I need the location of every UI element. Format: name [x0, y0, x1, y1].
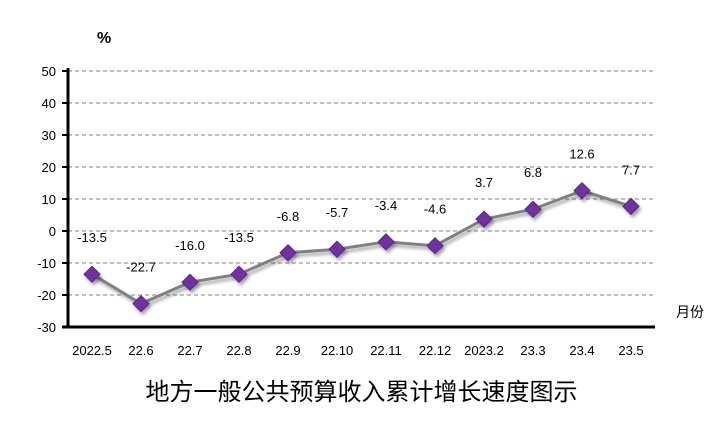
data-point	[573, 181, 591, 200]
data-point	[475, 210, 493, 228]
y-tick-label: 50	[42, 64, 56, 79]
x-tick-label: 23.3	[520, 343, 545, 358]
data-point	[524, 200, 542, 218]
x-tick-label: 22.9	[275, 343, 300, 358]
x-tick-label: 22.7	[177, 343, 202, 358]
data-label: -4.6	[424, 202, 446, 217]
y-tick-label: 0	[49, 224, 56, 239]
x-tick-label: 23.5	[618, 343, 643, 358]
data-label: 12.6	[569, 147, 594, 162]
data-point	[328, 240, 346, 258]
data-point	[279, 244, 297, 262]
x-tick-label: 23.4	[569, 343, 594, 358]
y-tick-label: -20	[37, 288, 56, 303]
y-tick-label: 20	[42, 160, 56, 175]
data-label: -6.8	[277, 209, 299, 224]
x-tick-label: 22.8	[226, 343, 251, 358]
y-axis-unit: %	[97, 30, 112, 47]
y-tick-label: -30	[37, 320, 56, 335]
x-tick-label: 2023.2	[464, 343, 504, 358]
data-point	[132, 294, 150, 313]
chart-title: 地方一般公共预算收入累计增长速度图示	[145, 378, 578, 406]
x-tick-label: 22.10	[321, 343, 354, 358]
data-label: 6.8	[524, 165, 542, 180]
y-tick-label: 10	[42, 192, 56, 207]
data-label: -3.4	[375, 198, 397, 213]
data-point	[181, 273, 199, 291]
data-label: -13.5	[224, 230, 254, 245]
x-tick-label: 22.6	[128, 343, 153, 358]
data-label: -16.0	[175, 238, 205, 253]
data-label: 3.7	[475, 175, 493, 190]
series-line	[91, 189, 632, 306]
x-tick-label: 22.12	[419, 343, 452, 358]
data-label: -22.7	[126, 260, 156, 275]
data-point	[377, 233, 395, 251]
y-tick-label: 40	[42, 96, 56, 111]
data-point	[622, 197, 640, 216]
x-tick-label: 2022.5	[72, 343, 112, 358]
y-tick-label: 30	[42, 128, 56, 143]
x-axis-unit: 月份	[676, 305, 704, 321]
data-label: 7.7	[622, 162, 640, 177]
data-label: -13.5	[77, 230, 107, 245]
data-point	[83, 265, 101, 283]
y-tick-label: -10	[37, 256, 56, 271]
data-label: -5.7	[326, 205, 348, 220]
data-point	[230, 265, 248, 283]
data-point	[426, 237, 444, 255]
x-tick-label: 22.11	[370, 343, 402, 358]
